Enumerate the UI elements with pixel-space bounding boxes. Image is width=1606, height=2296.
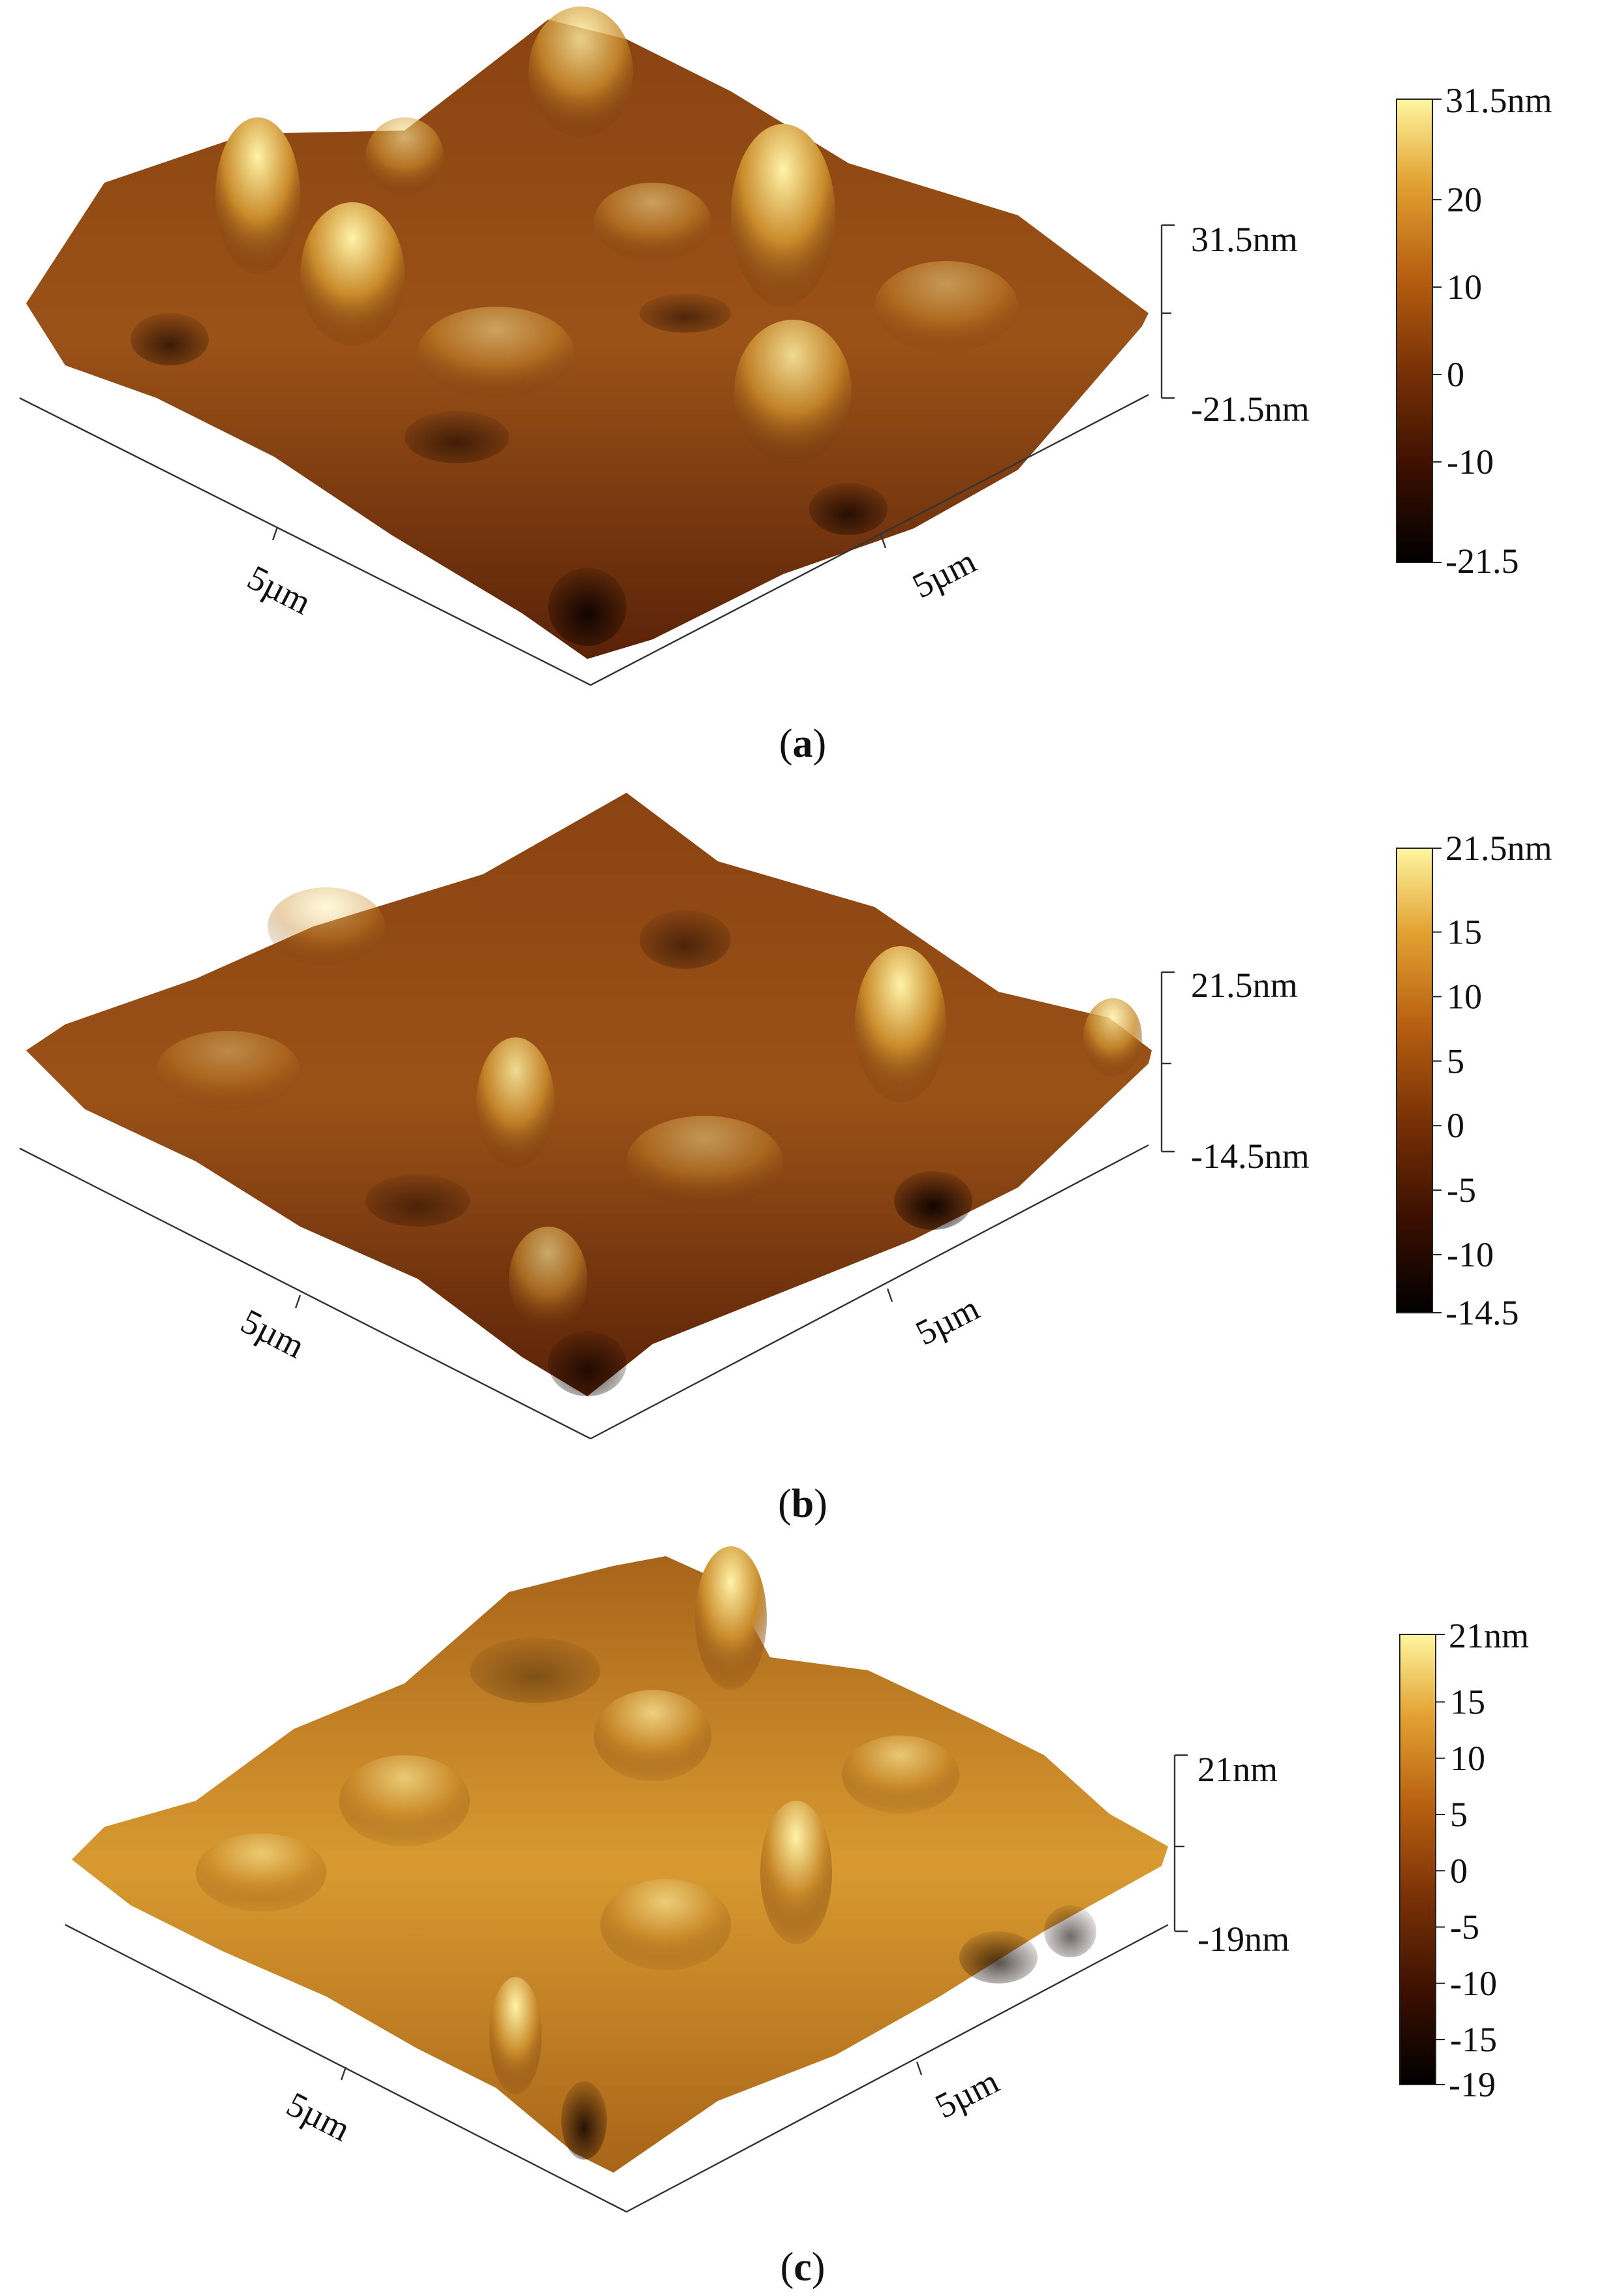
colorbar-tick-label-c: -10 [1450, 1964, 1497, 2003]
colorbar-tick-label-b: 10 [1447, 977, 1482, 1016]
panel-caption-a: (a) [779, 722, 826, 766]
colorbar-a: 20 10 0 -10 31.5nm -21.5 [1396, 81, 1552, 581]
colorbar-tick-label-c: 10 [1450, 1739, 1485, 1778]
panel-a: 31.5nm -21.5nm 5µm 5µm 20 10 0 -10 31.5nm -… [19, 7, 1552, 766]
x-axis-label-c: 5µm [281, 2085, 356, 2149]
colorbar-tick-label-c: -5 [1450, 1908, 1479, 1947]
y-axis-label-a: 5µm [906, 542, 982, 606]
surface-plot-c [72, 1546, 1168, 2173]
colorbar-max-label-b: 21.5nm [1445, 829, 1552, 868]
colorbar-tick-label-c: 0 [1450, 1851, 1468, 1890]
panel-caption-b: (b) [778, 1482, 827, 1526]
colorbar-max-label-a: 31.5nm [1445, 81, 1552, 120]
axis-frame-c [65, 1754, 1188, 2213]
panel-caption-c: (c) [780, 2245, 826, 2289]
x-axis-label-b: 5µm [235, 1302, 311, 1366]
surface-plot-a [26, 7, 1149, 659]
z-axis-bottom-label-a: -21.5nm [1191, 390, 1310, 429]
x-axis-label-a: 5µm [241, 558, 317, 622]
colorbar-tick-label-a: 0 [1447, 355, 1464, 394]
colorbar-c: 15 10 5 0 -5 -10 -15 21nm -19 [1399, 1616, 1529, 2104]
z-axis-bottom-label-c: -19nm [1197, 1920, 1289, 1959]
y-axis-label-c: 5µm [929, 2062, 1005, 2126]
surface-plot-b [26, 793, 1152, 1396]
colorbar-tick-label-a: 10 [1447, 268, 1482, 307]
colorbar-max-label-c: 21nm [1449, 1616, 1529, 1655]
colorbar-tick-label-b: 0 [1447, 1106, 1464, 1145]
colorbar-tick-label-b: 15 [1447, 913, 1482, 952]
z-axis-top-label-b: 21.5nm [1191, 966, 1298, 1005]
colorbar-min-label-c: -19 [1449, 2065, 1496, 2104]
colorbar-tick-label-c: 5 [1450, 1795, 1468, 1834]
panel-b: 21.5nm -14.5nm 5µm 5µm 15 10 5 0 -5 -10 21.5n… [19, 793, 1552, 1526]
colorbar-tick-label-b: -10 [1447, 1235, 1494, 1274]
colorbar-min-label-a: -21.5 [1445, 542, 1519, 581]
colorbar-tick-label-c: 15 [1450, 1683, 1485, 1722]
colorbar-tick-label-a: 20 [1447, 180, 1482, 219]
y-axis-label-b: 5µm [910, 1289, 985, 1353]
panel-c: 21nm -19nm 5µm 5µm 15 10 5 0 -5 -10 -15 21nm -… [65, 1546, 1529, 2289]
axis-frame-a [19, 224, 1175, 686]
z-axis-bottom-label-b: -14.5nm [1191, 1137, 1310, 1176]
colorbar-tick-label-b: 5 [1447, 1041, 1464, 1080]
colorbar-tick-label-a: -10 [1447, 442, 1494, 482]
colorbar-b: 15 10 5 0 -5 -10 21.5nm -14.5 [1396, 829, 1552, 1332]
colorbar-tick-label-c: -15 [1450, 2020, 1497, 2059]
z-axis-top-label-a: 31.5nm [1191, 220, 1298, 259]
colorbar-min-label-b: -14.5 [1445, 1293, 1519, 1332]
z-axis-top-label-c: 21nm [1197, 1750, 1278, 1789]
axis-frame-b [19, 971, 1175, 1440]
colorbar-tick-label-b: -5 [1447, 1171, 1476, 1210]
